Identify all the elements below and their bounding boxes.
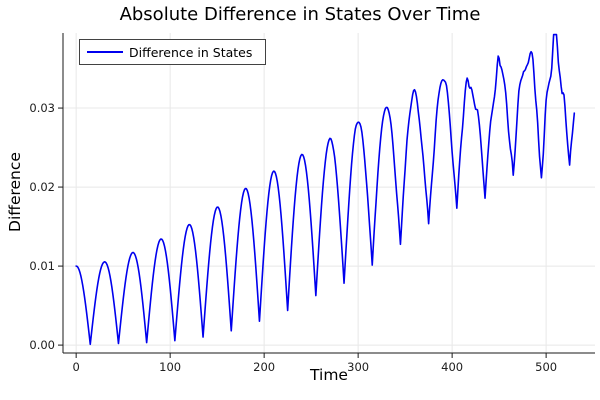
series-line-difference-in-states xyxy=(75,33,576,346)
y-tick-label: 0.02 xyxy=(29,180,55,194)
x-tick-label: 0 xyxy=(72,360,79,374)
x-tick-label: 100 xyxy=(159,360,181,374)
x-tick-label: 300 xyxy=(347,360,369,374)
x-tick-label: 200 xyxy=(253,360,275,374)
y-tick-label: 0.03 xyxy=(29,101,55,115)
x-axis-label: Time xyxy=(310,366,348,384)
legend-line-sample xyxy=(87,51,123,53)
legend-label: Difference in States xyxy=(129,44,253,60)
x-tick-label: 500 xyxy=(535,360,557,374)
chart-title: Absolute Difference in States Over Time xyxy=(119,4,481,25)
y-tick-label: 0.01 xyxy=(29,259,55,273)
legend: Difference in States xyxy=(79,39,266,65)
y-tick-label: 0.00 xyxy=(29,338,55,352)
x-tick-label: 400 xyxy=(441,360,463,374)
